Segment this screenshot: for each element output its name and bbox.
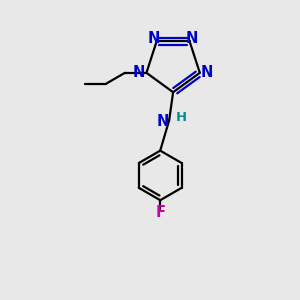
Text: N: N [157,114,169,129]
Text: N: N [133,65,145,80]
Text: F: F [155,205,165,220]
Text: H: H [176,111,187,124]
Text: N: N [148,31,160,46]
Text: N: N [201,65,213,80]
Text: N: N [186,31,198,46]
